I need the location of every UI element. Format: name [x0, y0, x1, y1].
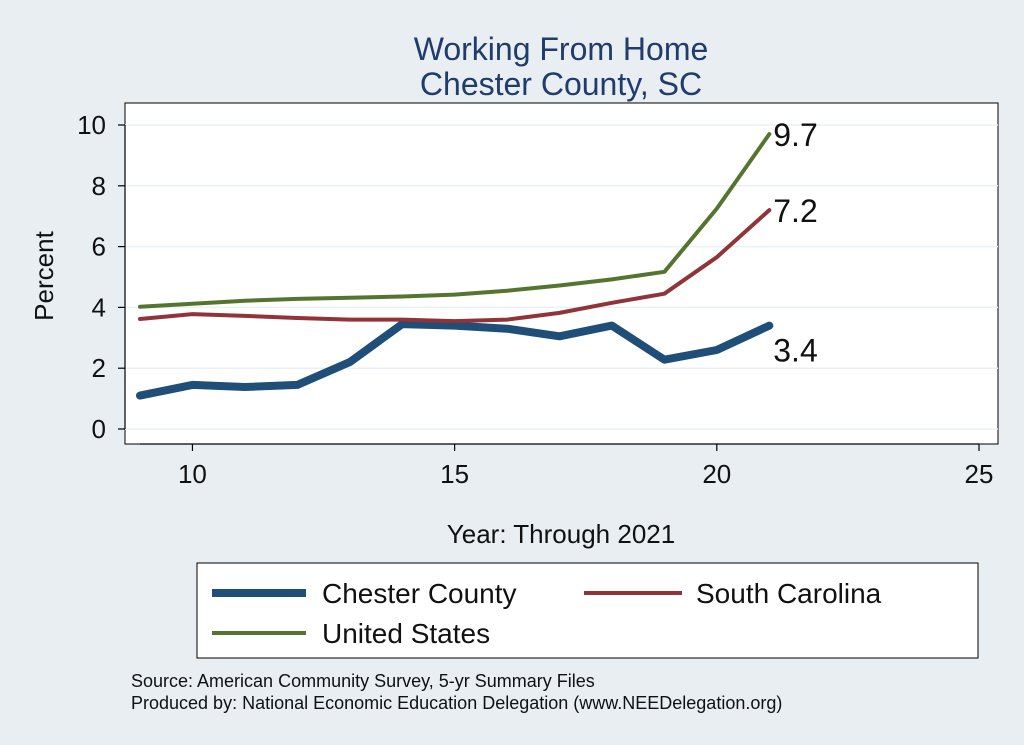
y-tick-label-0: 0 — [92, 414, 106, 444]
legend-box — [196, 562, 979, 659]
x-tick-label-25: 25 — [965, 459, 994, 489]
end-label-chester-county: 3.4 — [773, 333, 817, 369]
x-tick-label-10: 10 — [178, 459, 207, 489]
series-line-united-states — [138, 132, 772, 309]
y-tick-label-8: 8 — [92, 171, 106, 201]
legend-label-south-carolina: South Carolina — [696, 578, 882, 609]
source-note: Source: American Community Survey, 5-yr … — [131, 671, 595, 691]
series-lines — [136, 132, 774, 400]
end-label-united-states: 9.7 — [773, 117, 817, 153]
y-tick-label-6: 6 — [92, 232, 106, 262]
series-line-south-carolina — [138, 208, 772, 324]
produced-by-note: Produced by: National Economic Education… — [131, 693, 782, 713]
y-tick-label-4: 4 — [92, 292, 106, 322]
y-axis-label: Percent — [29, 230, 59, 320]
y-tick-label-2: 2 — [92, 353, 106, 383]
chart-subtitle: Chester County, SC — [420, 66, 702, 102]
end-label-south-carolina: 7.2 — [773, 193, 817, 229]
x-axis-label: Year: Through 2021 — [447, 519, 675, 549]
legend-label-united-states: United States — [322, 618, 490, 649]
series-line-chester-county — [136, 320, 774, 400]
chart-title: Working From Home — [414, 31, 709, 67]
legend-label-chester-county: Chester County — [322, 578, 517, 609]
x-tick-label-15: 15 — [440, 459, 469, 489]
x-tick-label-20: 20 — [702, 459, 731, 489]
y-tick-label-10: 10 — [77, 110, 106, 140]
end-labels: 3.4 7.2 9.7 — [773, 117, 817, 369]
grid-lines — [125, 124, 998, 430]
legend: Chester County South Carolina United Sta… — [196, 562, 979, 659]
plot-area — [124, 102, 999, 445]
axes: 0 2 4 6 8 10 10 15 20 25 — [77, 110, 993, 489]
